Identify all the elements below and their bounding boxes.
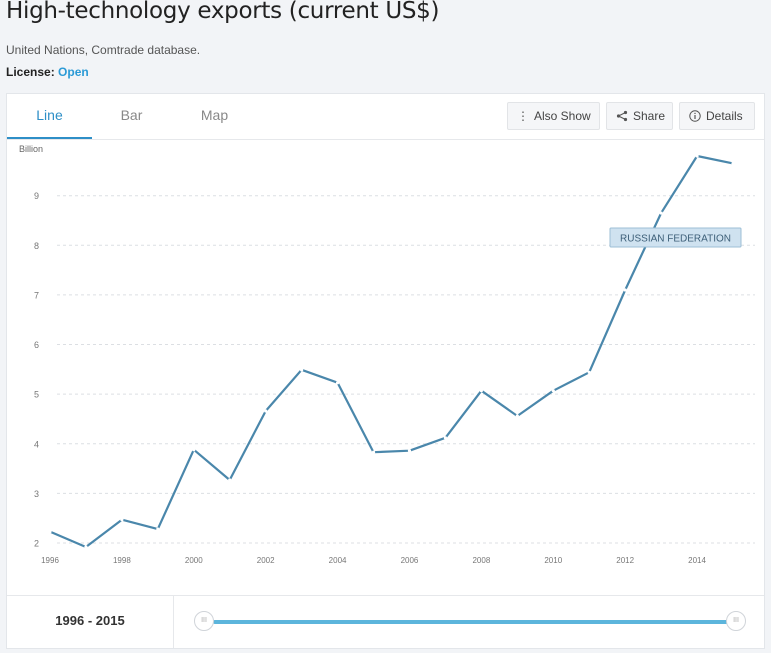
- chart-tabs: Line Bar Map ⋮ Also Show Share Det: [7, 94, 764, 140]
- license-link[interactable]: Open: [58, 65, 89, 79]
- data-point[interactable]: [192, 448, 196, 452]
- x-tick-label: 2008: [472, 556, 490, 565]
- time-range-footer: 1996 - 2015 III III: [7, 595, 764, 648]
- data-point[interactable]: [371, 450, 376, 454]
- y-tick-label: 5: [34, 390, 39, 400]
- also-show-button[interactable]: ⋮ Also Show: [507, 102, 600, 130]
- series-points: [48, 154, 735, 549]
- x-tick-label: 1998: [113, 556, 131, 565]
- share-icon: [616, 103, 628, 131]
- series-label-box: [609, 227, 742, 248]
- data-point[interactable]: [443, 436, 448, 440]
- data-point[interactable]: [264, 409, 268, 413]
- y-tick-label: 7: [34, 290, 39, 300]
- x-tick-label: 2010: [544, 556, 562, 565]
- series-label-text: RUSSIAN FEDERATION: [620, 234, 731, 245]
- y-tick-label: 6: [34, 340, 39, 350]
- range-slider-track[interactable]: [213, 620, 737, 624]
- gridlines: [57, 195, 755, 544]
- data-point[interactable]: [156, 527, 160, 531]
- source-text: United Nations, Comtrade database.: [6, 43, 201, 57]
- details-label: Details: [706, 109, 743, 123]
- y-tick-label: 9: [34, 191, 39, 201]
- y-unit-label: Billion: [19, 144, 43, 154]
- data-point[interactable]: [551, 389, 555, 393]
- more-vertical-icon: ⋮: [517, 109, 529, 123]
- y-tick-label: 2: [34, 539, 39, 549]
- tab-map[interactable]: Map: [200, 107, 229, 123]
- details-button[interactable]: Details: [679, 102, 755, 130]
- data-point[interactable]: [623, 288, 627, 292]
- data-point[interactable]: [84, 545, 88, 549]
- y-tick-label: 3: [34, 489, 39, 499]
- series-line[interactable]: [49, 154, 734, 549]
- data-point[interactable]: [659, 211, 663, 215]
- range-slider-end-handle[interactable]: III: [726, 611, 746, 631]
- info-icon: [689, 103, 701, 131]
- x-tick-label: 2004: [329, 556, 347, 565]
- year-range-label: 1996 - 2015: [7, 596, 174, 648]
- data-point[interactable]: [407, 449, 412, 453]
- x-tick-label: 2012: [616, 556, 634, 565]
- range-slider-start-handle[interactable]: III: [194, 611, 214, 631]
- y-tick-label: 8: [34, 241, 39, 251]
- data-point[interactable]: [120, 518, 124, 522]
- x-tick-label: 2000: [185, 556, 203, 565]
- data-point[interactable]: [300, 368, 304, 372]
- page-title: High-technology exports (current US$): [6, 0, 440, 24]
- data-point[interactable]: [515, 414, 519, 418]
- y-axis-ticks: 2 3 4 5 6 7 8 9: [34, 191, 39, 548]
- data-point[interactable]: [695, 154, 699, 158]
- license-label: License:: [6, 65, 59, 79]
- chart-card: Line Bar Map ⋮ Also Show Share Det: [6, 93, 765, 649]
- tab-bar[interactable]: Bar: [120, 107, 143, 123]
- x-axis-ticks: 1996 1998 2000 2002 2004 2006 2008 2010 2012 2014: [41, 556, 706, 565]
- x-tick-label: 1996: [41, 556, 59, 565]
- data-point[interactable]: [48, 529, 52, 534]
- data-point[interactable]: [479, 389, 483, 393]
- x-tick-label: 2002: [257, 556, 275, 565]
- also-show-label: Also Show: [534, 109, 591, 123]
- share-label: Share: [633, 109, 666, 123]
- data-point[interactable]: [731, 161, 735, 166]
- tab-line[interactable]: Line: [7, 94, 92, 139]
- x-tick-label: 2006: [401, 556, 419, 565]
- series-label[interactable]: RUSSIAN FEDERATION: [609, 227, 742, 248]
- x-tick-label: 2014: [688, 556, 706, 565]
- data-point[interactable]: [587, 370, 591, 374]
- data-point[interactable]: [228, 478, 232, 482]
- y-tick-label: 4: [34, 439, 39, 449]
- line-chart: Billion 2 3 4 5 6 7 8 9 1996 1998 2000 2002 2004 200…: [19, 144, 755, 565]
- share-button[interactable]: Share: [606, 102, 673, 130]
- license-line: License: Open: [6, 65, 89, 79]
- data-point[interactable]: [335, 381, 340, 385]
